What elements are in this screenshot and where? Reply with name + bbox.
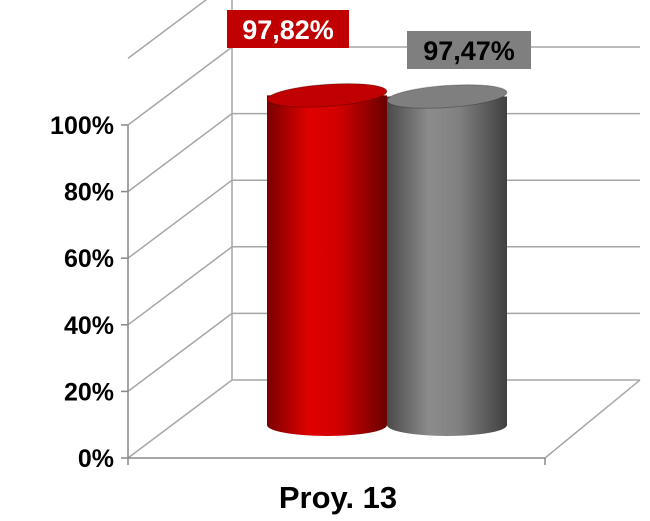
cylinder-body [387, 96, 507, 437]
cylinder-bar [386, 84, 508, 437]
y-tick-label: 40% [64, 312, 114, 340]
axes: 0% 20% 40% 60% 80% 100% Proy. 13 [50, 112, 546, 515]
data-label: 97,47% [407, 31, 531, 69]
data-label: 97,82% [227, 10, 349, 48]
cylinder-bar [266, 83, 388, 436]
cylinder-top [386, 84, 508, 109]
data-label-text: 97,47% [423, 36, 515, 66]
y-tick-label: 100% [50, 112, 114, 140]
data-label-text: 97,82% [242, 15, 334, 45]
category-label: Proy. 13 [279, 480, 397, 515]
cylinder-body [267, 95, 387, 436]
floor-edge [544, 379, 641, 459]
y-tick-label: 60% [64, 245, 114, 273]
data-label-box [227, 10, 349, 48]
gridline [127, 0, 208, 59]
data-labels: 97,82% 97,47% [227, 10, 531, 69]
y-tick-label: 0% [78, 445, 114, 473]
bars [266, 83, 508, 437]
y-tick-label: 80% [64, 179, 114, 207]
data-label-box [407, 31, 531, 69]
cylinder-top [266, 83, 388, 108]
y-tick-label: 20% [64, 378, 114, 406]
